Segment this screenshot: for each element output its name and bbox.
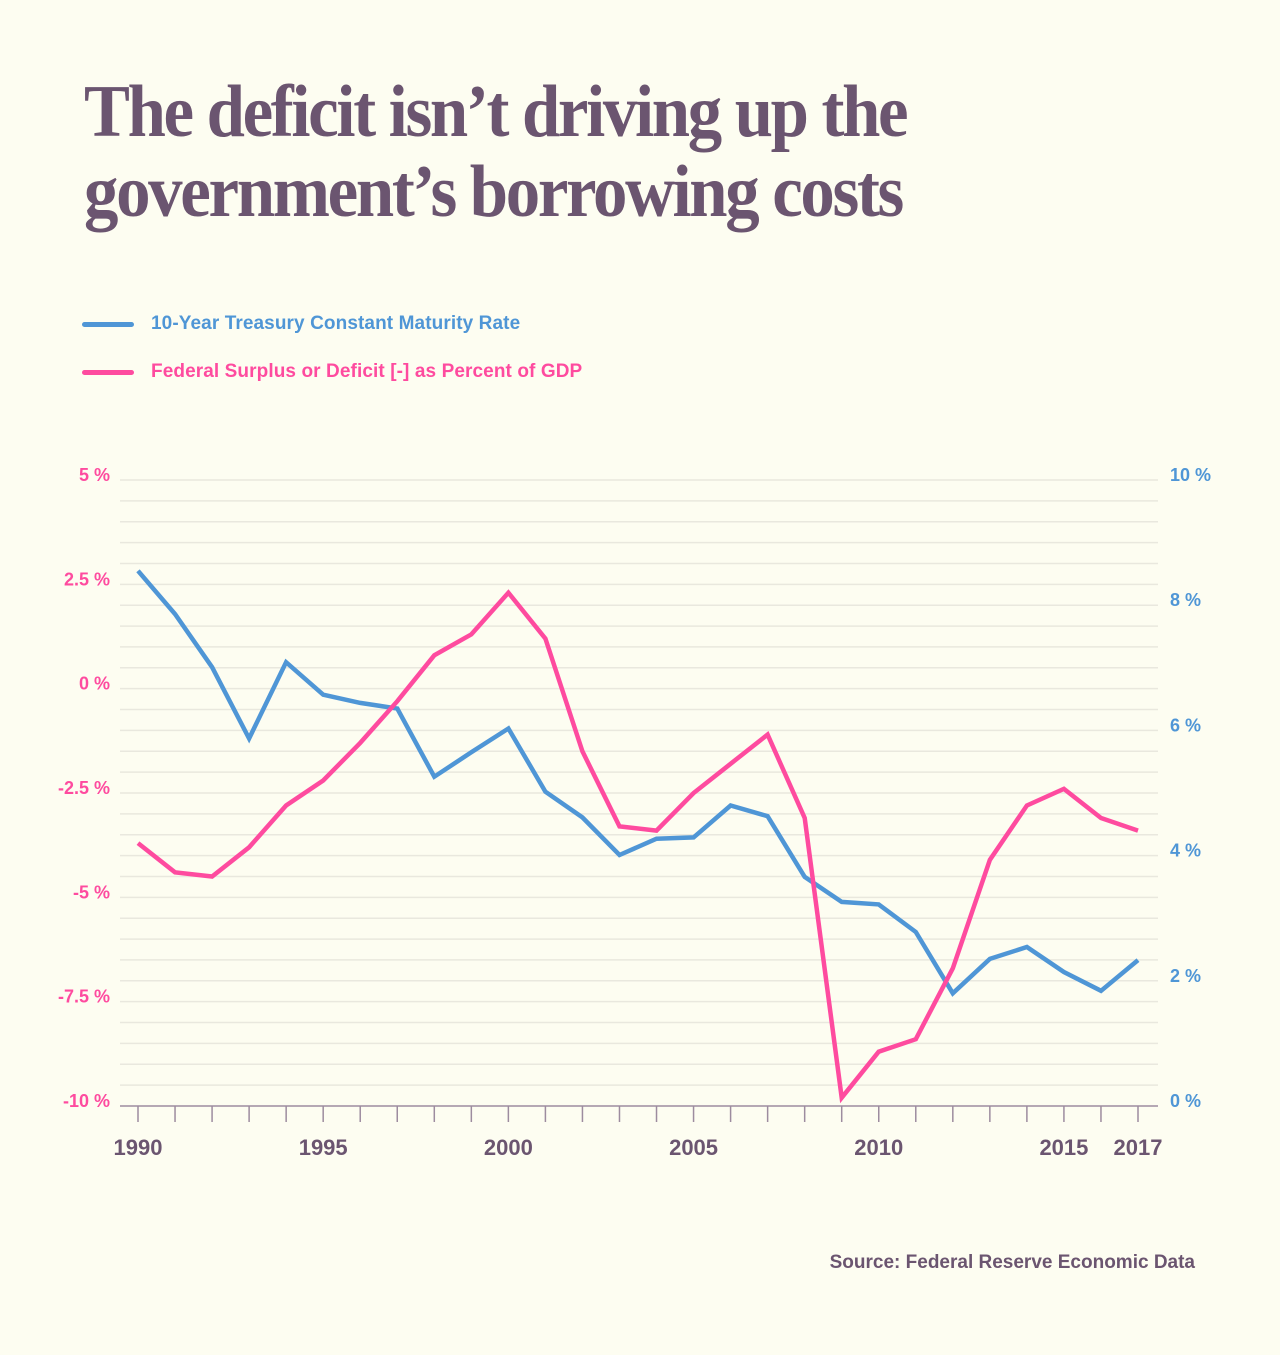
y-right-tick-label: 8 % — [1170, 590, 1201, 610]
x-tick-label: 2017 — [1114, 1135, 1163, 1160]
y-right-tick-label: 10 % — [1170, 465, 1211, 485]
y-left-tick-label: -2.5 % — [58, 778, 110, 798]
x-axis: 1990 1995 2000 2005 2010 2015 2017 — [114, 1105, 1163, 1160]
legend-swatch-deficit — [82, 369, 134, 375]
x-tick-label: 1995 — [299, 1135, 348, 1160]
x-tick-label: 2005 — [669, 1135, 718, 1160]
y-right-tick-label: 4 % — [1170, 841, 1201, 861]
y-left-tick-label: -7.5 % — [58, 987, 110, 1007]
x-tick-label: 2015 — [1039, 1135, 1088, 1160]
series-line-deficit — [136, 589, 1139, 1104]
series-line-treasury — [136, 569, 1140, 997]
x-tick-label: 2010 — [854, 1135, 903, 1160]
legend-label-deficit: Federal Surplus or Deficit [-] as Percen… — [151, 361, 583, 382]
y-right-tick-label: 0 % — [1170, 1091, 1201, 1111]
y-left-tick-label: 0 % — [79, 674, 110, 694]
legend-swatch-treasury — [82, 321, 134, 327]
source-note: Source: Federal Reserve Economic Data — [829, 1252, 1195, 1273]
y-axis-left: 5 % 2.5 % 0 % -2.5 % -5 % -7.5 % -10 % — [58, 465, 110, 1111]
series-lines — [136, 569, 1140, 1104]
y-left-tick-label: -5 % — [73, 882, 110, 902]
x-tick-label: 2000 — [484, 1135, 533, 1160]
legend-item-treasury: 10-Year Treasury Constant Maturity Rate — [82, 300, 582, 348]
y-left-tick-label: 2.5 % — [64, 569, 110, 589]
legend-item-deficit: Federal Surplus or Deficit [-] as Percen… — [82, 348, 582, 396]
legend-label-treasury: 10-Year Treasury Constant Maturity Rate — [151, 313, 521, 334]
y-left-tick-label: -10 % — [63, 1091, 110, 1111]
y-axis-right: 10 % 8 % 6 % 4 % 2 % 0 % — [1170, 465, 1211, 1111]
chart-title: The deficit isn’t driving up the governm… — [84, 71, 909, 233]
x-tick-label: 1990 — [114, 1135, 163, 1160]
y-right-tick-label: 2 % — [1170, 966, 1201, 986]
legend: 10-Year Treasury Constant Maturity Rate … — [82, 300, 582, 396]
y-left-tick-label: 5 % — [79, 465, 110, 485]
gridlines — [120, 479, 1158, 1086]
y-right-tick-label: 6 % — [1170, 715, 1201, 735]
